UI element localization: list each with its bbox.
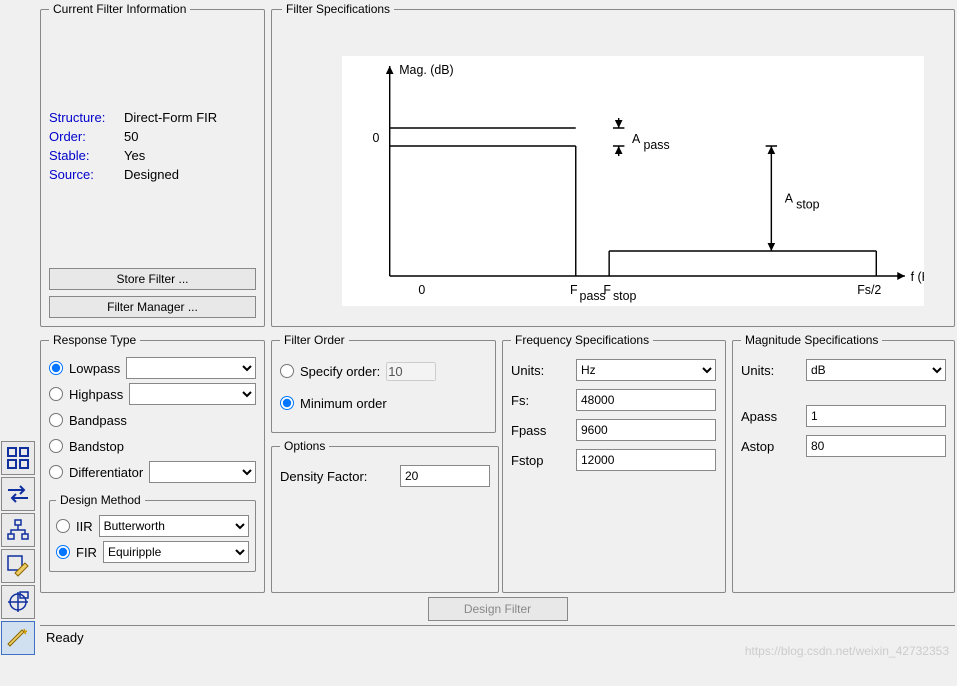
hierarchy-icon[interactable] bbox=[1, 513, 35, 547]
fir-label: FIR bbox=[76, 545, 97, 560]
info-value: Yes bbox=[124, 148, 145, 163]
response-radio-lowpass[interactable] bbox=[49, 361, 63, 375]
mag-units-select[interactable]: dB bbox=[806, 359, 946, 381]
arrows-icon[interactable] bbox=[1, 477, 35, 511]
wand-icon[interactable] bbox=[1, 621, 35, 655]
response-type-panel: Response Type Lowpass Highpass Bandpass Ban… bbox=[40, 333, 265, 593]
freq-specs-legend: Frequency Specifications bbox=[511, 333, 653, 347]
svg-text:A: A bbox=[785, 191, 794, 205]
svg-text:Mag. (dB): Mag. (dB) bbox=[399, 63, 453, 77]
response-radio-differentiator[interactable] bbox=[49, 465, 63, 479]
response-radio-bandpass[interactable] bbox=[49, 413, 63, 427]
mag-specs-legend: Magnitude Specifications bbox=[741, 333, 882, 347]
mag-label: Astop bbox=[741, 439, 796, 454]
info-label: Order: bbox=[49, 129, 124, 144]
response-label: Bandpass bbox=[69, 413, 127, 428]
freq-input-fstop[interactable] bbox=[576, 449, 716, 471]
freq-units-select[interactable]: Hz bbox=[576, 359, 716, 381]
edit-icon[interactable] bbox=[1, 549, 35, 583]
filter-order-panel: Filter Order Specify order: Minimum orde… bbox=[271, 333, 496, 433]
freq-label: Fs: bbox=[511, 393, 566, 408]
svg-text:F: F bbox=[603, 283, 611, 297]
response-radio-bandstop[interactable] bbox=[49, 439, 63, 453]
specify-order-radio[interactable] bbox=[280, 364, 294, 378]
filter-specs-panel: Filter Specifications Mag. (dB) f (Hz) 0 Fp… bbox=[271, 2, 955, 327]
fir-select[interactable]: Equiripple bbox=[103, 541, 249, 563]
response-type-legend: Response Type bbox=[49, 333, 140, 347]
response-select[interactable] bbox=[126, 357, 256, 379]
freq-units-label: Units: bbox=[511, 363, 566, 378]
mag-input-astop[interactable] bbox=[806, 435, 946, 457]
filter-spec-diagram: Mag. (dB)f (Hz)0FpassFstop0Fs/2ApassAsto… bbox=[342, 56, 924, 306]
freq-label: Fstop bbox=[511, 453, 566, 468]
fir-radio[interactable] bbox=[56, 545, 70, 559]
mag-input-apass[interactable] bbox=[806, 405, 946, 427]
svg-text:Fs/2: Fs/2 bbox=[857, 283, 881, 297]
svg-text:pass: pass bbox=[643, 138, 669, 152]
store-filter-button[interactable]: Store Filter ... bbox=[49, 268, 256, 290]
minimum-order-radio[interactable] bbox=[280, 396, 294, 410]
response-label: Bandstop bbox=[69, 439, 124, 454]
filter-specs-legend: Filter Specifications bbox=[282, 2, 394, 16]
svg-text:A: A bbox=[632, 132, 641, 146]
info-value: Direct-Form FIR bbox=[124, 110, 217, 125]
svg-text:0: 0 bbox=[418, 283, 425, 297]
filter-manager-button[interactable]: Filter Manager ... bbox=[49, 296, 256, 318]
svg-text:f (Hz): f (Hz) bbox=[911, 270, 924, 284]
response-radio-highpass[interactable] bbox=[49, 387, 63, 401]
response-label: Lowpass bbox=[69, 361, 120, 376]
info-label: Structure: bbox=[49, 110, 124, 125]
svg-text:stop: stop bbox=[613, 289, 636, 303]
info-value: Designed bbox=[124, 167, 179, 182]
info-value: 50 bbox=[124, 129, 138, 144]
iir-select[interactable]: Butterworth bbox=[99, 515, 249, 537]
svg-text:F: F bbox=[570, 283, 578, 297]
options-legend: Options bbox=[280, 439, 329, 453]
density-label: Density Factor: bbox=[280, 469, 390, 484]
left-toolbar bbox=[0, 0, 38, 686]
response-label: Highpass bbox=[69, 387, 123, 402]
info-label: Source: bbox=[49, 167, 124, 182]
response-select[interactable] bbox=[129, 383, 256, 405]
status-text: Ready bbox=[46, 630, 84, 645]
filter-info-panel: Current Filter Information Structure:Dir… bbox=[40, 2, 265, 327]
svg-text:0: 0 bbox=[373, 131, 380, 145]
options-panel: Options Density Factor: bbox=[271, 439, 499, 593]
minimum-order-label: Minimum order bbox=[300, 396, 387, 411]
freq-input-fs[interactable] bbox=[576, 389, 716, 411]
specify-order-label: Specify order: bbox=[300, 364, 380, 379]
filter-info-legend: Current Filter Information bbox=[49, 2, 190, 16]
mag-label: Apass bbox=[741, 409, 796, 424]
target-icon[interactable] bbox=[1, 585, 35, 619]
mag-units-label: Units: bbox=[741, 363, 796, 378]
freq-label: Fpass bbox=[511, 423, 566, 438]
response-select[interactable] bbox=[149, 461, 256, 483]
freq-specs-panel: Frequency Specifications Units: Hz Fs: Fp… bbox=[502, 333, 726, 593]
svg-text:pass: pass bbox=[580, 289, 606, 303]
svg-text:stop: stop bbox=[796, 197, 819, 211]
mag-specs-panel: Magnitude Specifications Units: dB Apass… bbox=[732, 333, 955, 593]
specify-order-input[interactable] bbox=[386, 362, 436, 381]
response-label: Differentiator bbox=[69, 465, 143, 480]
watermark: https://blog.csdn.net/weixin_42732353 bbox=[745, 644, 949, 658]
iir-label: IIR bbox=[76, 519, 93, 534]
design-filter-button[interactable]: Design Filter bbox=[428, 597, 568, 621]
layout-icon[interactable] bbox=[1, 441, 35, 475]
info-label: Stable: bbox=[49, 148, 124, 163]
freq-input-fpass[interactable] bbox=[576, 419, 716, 441]
density-input[interactable] bbox=[400, 465, 490, 487]
design-method-legend: Design Method bbox=[56, 493, 145, 507]
filter-order-legend: Filter Order bbox=[280, 333, 349, 347]
iir-radio[interactable] bbox=[56, 519, 70, 533]
design-method-panel: Design Method IIR Butterworth FIR Equiri… bbox=[49, 493, 256, 572]
